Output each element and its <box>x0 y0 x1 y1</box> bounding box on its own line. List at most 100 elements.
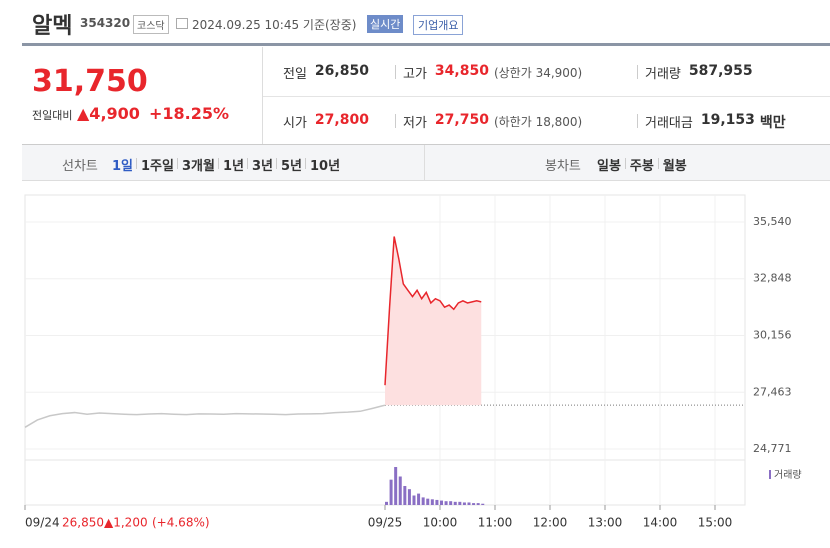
divider <box>624 158 626 169</box>
volume-bar <box>462 502 466 505</box>
market-badge: 코스닥 <box>133 15 169 34</box>
divider <box>262 47 263 144</box>
divider <box>275 158 277 169</box>
cell-label: 고가 <box>403 67 427 82</box>
volume-bar <box>430 499 434 505</box>
period-tab[interactable]: 5년 <box>280 159 302 174</box>
x-tick-label: 15:00 <box>698 516 733 530</box>
realtime-badge[interactable]: 실시간 <box>367 15 404 33</box>
divider <box>136 158 138 169</box>
period-tab[interactable]: 1주일 <box>141 159 174 174</box>
footer-price: 26,850 <box>62 516 104 530</box>
price-line <box>384 236 482 386</box>
divider <box>395 65 396 79</box>
quote-box <box>22 47 830 145</box>
volume-bar <box>435 499 439 505</box>
y-tick-label: 35,540 <box>753 215 792 228</box>
volume-bar <box>440 500 443 505</box>
cell-value: 27,750 <box>434 112 489 128</box>
divider <box>217 158 219 169</box>
volume-bar <box>467 502 471 505</box>
cell-label: 시가 <box>283 116 307 131</box>
period-tab[interactable]: 1일 <box>112 159 134 174</box>
tab-group-label: 선차트 <box>62 159 98 174</box>
footer-date: 09/24 <box>25 516 60 530</box>
stock-code: 354320 <box>80 16 131 30</box>
footer-change: ▲1,200 <box>104 516 148 530</box>
period-tab[interactable]: 3개월 <box>181 159 215 174</box>
cell-label: 거래대금 <box>645 116 693 131</box>
timestamp: 2024.09.25 10:45 기준(장중) <box>192 18 357 32</box>
cell-value: 26,850 <box>314 63 369 79</box>
divider <box>424 145 425 180</box>
y-tick-label: 27,463 <box>753 385 792 398</box>
volume-bar <box>412 495 416 505</box>
period-tab[interactable]: 1년 <box>222 159 244 174</box>
divider <box>305 158 306 169</box>
change-rate: +18.25% <box>149 104 230 123</box>
x-tick-label: 12:00 <box>533 516 568 530</box>
price-area <box>385 236 482 406</box>
change: ▲4,900 <box>77 104 140 123</box>
y-tick-label: 30,156 <box>753 328 792 341</box>
volume-legend-mark <box>769 470 771 479</box>
cell-label: 저가 <box>403 116 427 131</box>
period-tab[interactable]: 3년 <box>251 159 273 174</box>
price: 31,750 <box>32 64 148 99</box>
volume-bar <box>417 493 421 505</box>
cell-value: 34,850 <box>434 63 489 79</box>
prev-day-line <box>24 404 386 428</box>
change-label: 전일대비 <box>32 109 73 122</box>
volume-bar <box>458 501 462 505</box>
volume-bar <box>453 501 457 505</box>
divider <box>637 114 638 128</box>
x-tick-label: 11:00 <box>478 516 513 530</box>
x-tick-label: 09/25 <box>368 516 403 530</box>
divider <box>657 158 659 169</box>
plot-frame <box>24 194 746 461</box>
volume-bar <box>481 503 485 505</box>
cell-note: (하한가 18,800) <box>493 115 583 129</box>
chart: 35,540 32,848 30,156 27,463 24,771 09/24 09/25… <box>24 194 802 530</box>
divider <box>263 96 830 97</box>
cell-value: 587,955 <box>688 63 753 79</box>
cell-value: 19,153 <box>700 112 755 128</box>
y-tick-label: 24,771 <box>753 442 792 455</box>
company-button[interactable]: 기업개요 <box>413 15 464 35</box>
volume-bar <box>389 479 393 505</box>
volume-bar <box>449 501 453 505</box>
volume-legend: 거래량 <box>774 469 802 481</box>
tab-group-label: 봉차트 <box>545 159 581 174</box>
candle-tab[interactable]: 주봉 <box>629 159 654 174</box>
divider <box>395 114 396 128</box>
divider <box>246 158 248 169</box>
volume-bar <box>444 501 448 505</box>
cell-value: 27,800 <box>314 112 369 128</box>
volume-bar <box>385 501 388 505</box>
volume-bar <box>407 489 411 505</box>
cell-label: 거래량 <box>645 67 681 82</box>
cell-note: (상한가 34,900) <box>493 66 583 80</box>
x-tick-label: 10:00 <box>423 516 458 530</box>
volume-frame <box>24 459 746 506</box>
divider <box>176 158 178 169</box>
candle-tab[interactable]: 월봉 <box>662 159 687 174</box>
volume-bar <box>421 497 425 505</box>
x-tick-label: 13:00 <box>588 516 623 530</box>
header-rule <box>22 43 830 46</box>
volume-bar <box>394 467 398 505</box>
candle-tab[interactable]: 일봉 <box>597 159 621 174</box>
x-tick-label: 14:00 <box>643 516 678 530</box>
y-tick-label: 32,848 <box>753 272 792 285</box>
period-tab[interactable]: 10년 <box>310 159 341 174</box>
tab-bar <box>22 145 830 181</box>
volume-bar <box>426 498 430 505</box>
cell-label: 전일 <box>283 67 307 82</box>
volume-bar <box>472 503 476 505</box>
divider <box>637 65 638 79</box>
volume-bar <box>403 486 407 505</box>
calendar-icon <box>176 18 188 29</box>
footer-rate: (+4.68%) <box>152 516 210 530</box>
volume-bar <box>476 503 480 505</box>
